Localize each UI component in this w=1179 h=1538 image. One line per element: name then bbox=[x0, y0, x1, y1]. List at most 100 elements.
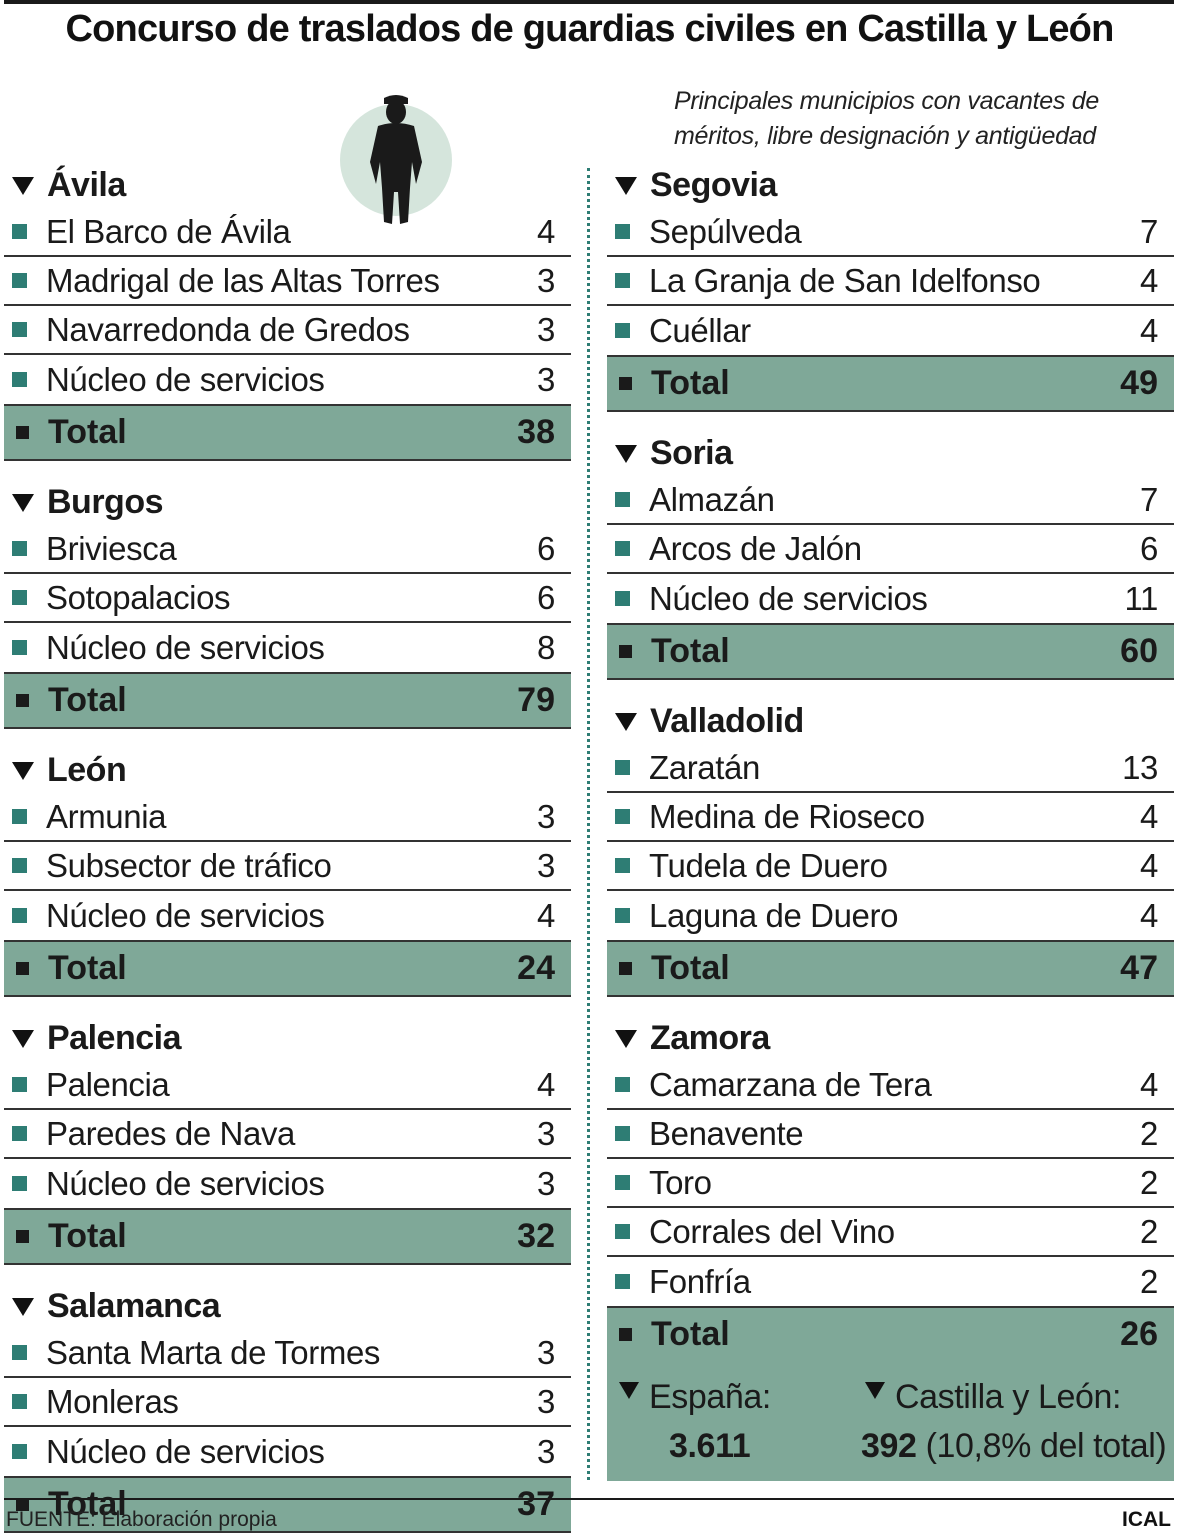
municipality-name: Subsector de tráfico bbox=[46, 846, 332, 884]
triangle-down-icon bbox=[12, 494, 34, 512]
square-bullet-icon bbox=[12, 372, 27, 387]
table-row: Subsector de tráfico 3 bbox=[4, 842, 571, 891]
municipality-name: Monleras bbox=[46, 1382, 179, 1420]
total-label: Total bbox=[48, 681, 127, 719]
square-bullet-icon bbox=[615, 1126, 630, 1141]
total-value: 49 bbox=[1120, 364, 1158, 402]
total-row: Total 32 bbox=[4, 1208, 571, 1265]
province-header: Segovia bbox=[607, 162, 1174, 208]
vacancy-count: 6 bbox=[1140, 529, 1158, 567]
province-name: Segovia bbox=[650, 165, 777, 204]
total-value: 38 bbox=[517, 413, 555, 451]
square-bullet-icon bbox=[16, 426, 29, 439]
total-row: Total 24 bbox=[4, 940, 571, 997]
vacancy-count: 13 bbox=[1122, 748, 1158, 786]
vacancy-count: 4 bbox=[1140, 261, 1158, 299]
municipality-name: Fonfría bbox=[649, 1262, 751, 1300]
table-row: Monleras 3 bbox=[4, 1378, 571, 1427]
municipality-name: Núcleo de servicios bbox=[46, 896, 325, 934]
square-bullet-icon bbox=[12, 1444, 27, 1459]
province-header: Valladolid bbox=[607, 698, 1174, 744]
municipality-name: Paredes de Nava bbox=[46, 1114, 295, 1152]
vacancy-count: 3 bbox=[537, 1333, 555, 1371]
page-title: Concurso de traslados de guardias civile… bbox=[65, 8, 1114, 50]
total-label: Total bbox=[48, 949, 127, 987]
table-row: Palencia 4 bbox=[4, 1061, 571, 1110]
vacancy-count: 4 bbox=[1140, 1065, 1158, 1103]
credit: ICAL bbox=[1122, 1508, 1171, 1531]
triangle-down-icon bbox=[619, 1382, 639, 1399]
left-column: Ávila El Barco de Ávila 4 Madrigal de las A… bbox=[4, 162, 571, 1538]
vacancy-count: 2 bbox=[1140, 1262, 1158, 1300]
square-bullet-icon bbox=[615, 492, 630, 507]
province-header: Soria bbox=[607, 430, 1174, 476]
municipality-name: Armunia bbox=[46, 797, 167, 835]
vacancy-count: 3 bbox=[537, 1164, 555, 1202]
triangle-down-icon bbox=[865, 1382, 885, 1399]
vacancy-count: 11 bbox=[1124, 579, 1159, 617]
table-row: Madrigal de las Altas Torres 3 bbox=[4, 257, 571, 306]
square-bullet-icon bbox=[615, 760, 630, 775]
municipality-name: Camarzana de Tera bbox=[649, 1065, 932, 1103]
top-rule bbox=[4, 0, 1174, 4]
triangle-down-icon bbox=[615, 713, 637, 731]
square-bullet-icon bbox=[12, 1345, 27, 1360]
square-bullet-icon bbox=[619, 377, 632, 390]
spain-value: 3.611 bbox=[669, 1427, 751, 1465]
table-row: La Granja de San Idelfonso 4 bbox=[607, 257, 1174, 306]
total-value: 60 bbox=[1120, 632, 1158, 670]
total-row: Total 26 bbox=[607, 1306, 1174, 1363]
vacancy-count: 3 bbox=[537, 261, 555, 299]
table-row: Cuéllar 4 bbox=[607, 306, 1174, 355]
vacancy-count: 7 bbox=[1140, 212, 1158, 250]
square-bullet-icon bbox=[12, 224, 27, 239]
province-name: Soria bbox=[650, 433, 733, 472]
triangle-down-icon bbox=[12, 1298, 34, 1316]
square-bullet-icon bbox=[16, 962, 29, 975]
guardia-civil-silhouette-icon bbox=[340, 95, 452, 224]
table-row: Navarredonda de Gredos 3 bbox=[4, 306, 571, 355]
municipality-name: Santa Marta de Tormes bbox=[46, 1333, 380, 1371]
column-divider bbox=[587, 168, 590, 1480]
province-header: Salamanca bbox=[4, 1283, 571, 1329]
municipality-name: Palencia bbox=[46, 1065, 170, 1103]
summary-box: España: 3.611 Castilla y León: 392 (10,8… bbox=[607, 1356, 1174, 1481]
table-row: Núcleo de servicios 3 bbox=[4, 1427, 571, 1476]
table-row: Almazán 7 bbox=[607, 476, 1174, 525]
table-row: El Barco de Ávila 4 bbox=[4, 208, 571, 257]
square-bullet-icon bbox=[12, 322, 27, 337]
total-value: 37 bbox=[517, 1485, 555, 1523]
square-bullet-icon bbox=[615, 858, 630, 873]
vacancy-count: 4 bbox=[1140, 797, 1158, 835]
vacancy-count: 2 bbox=[1140, 1163, 1158, 1201]
municipality-name: El Barco de Ávila bbox=[46, 212, 291, 250]
province-header: Ávila bbox=[4, 162, 571, 208]
municipality-name: Toro bbox=[649, 1163, 712, 1201]
table-row: Núcleo de servicios 4 bbox=[4, 891, 571, 940]
table-row: Toro 2 bbox=[607, 1159, 1174, 1208]
total-row: Total 79 bbox=[4, 672, 571, 729]
vacancy-count: 4 bbox=[1140, 896, 1158, 934]
municipality-name: La Granja de San Idelfonso bbox=[649, 261, 1041, 299]
vacancy-count: 7 bbox=[1140, 480, 1158, 518]
summary-spain: España: 3.611 bbox=[619, 1378, 771, 1466]
municipality-name: Núcleo de servicios bbox=[649, 579, 928, 617]
square-bullet-icon bbox=[12, 541, 27, 556]
total-label: Total bbox=[48, 1485, 127, 1523]
square-bullet-icon bbox=[12, 1126, 27, 1141]
total-value: 26 bbox=[1120, 1315, 1158, 1353]
cyl-label: Castilla y León: bbox=[895, 1378, 1122, 1416]
square-bullet-icon bbox=[12, 590, 27, 605]
table-row: Corrales del Vino 2 bbox=[607, 1208, 1174, 1257]
table-row: Camarzana de Tera 4 bbox=[607, 1061, 1174, 1110]
table-row: Núcleo de servicios 3 bbox=[4, 1159, 571, 1208]
square-bullet-icon bbox=[619, 1328, 632, 1341]
municipality-name: Madrigal de las Altas Torres bbox=[46, 261, 440, 299]
vacancy-count: 3 bbox=[537, 360, 555, 398]
municipality-name: Núcleo de servicios bbox=[46, 628, 325, 666]
municipality-name: Laguna de Duero bbox=[649, 896, 899, 934]
square-bullet-icon bbox=[12, 640, 27, 655]
vacancy-count: 3 bbox=[537, 1382, 555, 1420]
table-row: Santa Marta de Tormes 3 bbox=[4, 1329, 571, 1378]
bottom-rule bbox=[4, 1498, 1174, 1500]
